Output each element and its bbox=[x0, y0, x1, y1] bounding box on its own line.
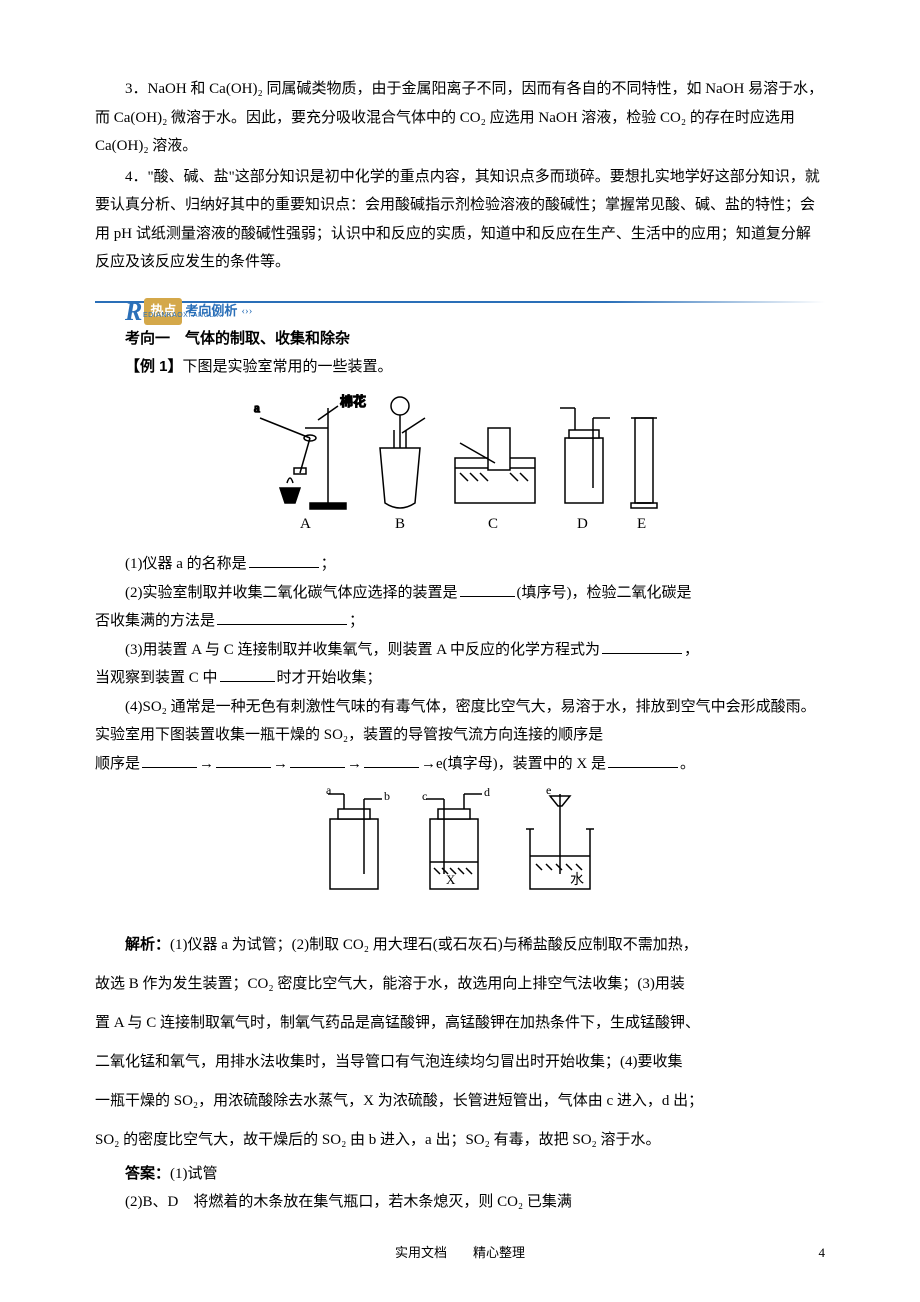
answer-line2: (2)B、D 将燃着的木条放在集气瓶口，若木条熄灭，则 CO₂ 已集满 bbox=[95, 1188, 825, 1217]
banner-pinyin: EDIANKAOXI ANGLIXI bbox=[143, 309, 224, 322]
question-1: (1)仪器 a 的名称是； bbox=[95, 550, 825, 579]
question-2b: 否收集满的方法是； bbox=[95, 607, 825, 636]
svg-text:c: c bbox=[422, 789, 427, 803]
analysis-line4: 二氧化锰和氧气，用排水法收集时，当导管口有气泡连续均匀冒出时开始收集；(4)要收… bbox=[95, 1043, 825, 1082]
analysis-line6: SO₂ 的密度比空气大，故干燥后的 SO₂ 由 b 进入，a 出；SO₂ 有毒，… bbox=[95, 1121, 825, 1160]
apparatus-svg: a 棉花 A bbox=[240, 388, 680, 538]
answer-line1: 答案：(1)试管 bbox=[95, 1160, 825, 1189]
paragraph-3: 3．NaOH 和 Ca(OH)₂ 同属碱类物质，由于金属阳离子不同，因而有各自的… bbox=[95, 75, 825, 161]
banner-dots-icon: ‹›› bbox=[241, 301, 252, 322]
blank-x bbox=[608, 767, 678, 768]
question-2a: (2)实验室制取并收集二氧化碳气体应选择的装置是(填序号)，检验二氧化碳是 bbox=[95, 579, 825, 608]
section-banner: R 热点 考向例析 ‹›› EDIANKAOXI ANGLIXI bbox=[95, 287, 825, 319]
analysis-line1: 解析：(1)仪器 a 为试管；(2)制取 CO₂ 用大理石(或石灰石)与稀盐酸反… bbox=[95, 925, 825, 965]
apparatus-E: E bbox=[631, 418, 657, 532]
svg-text:a: a bbox=[254, 400, 260, 415]
analysis-line2: 故选 B 作为发生装置；CO₂ 密度比空气大，能溶于水，故选用向上排空气法收集；… bbox=[95, 965, 825, 1004]
svg-text:D: D bbox=[577, 516, 588, 532]
example-1-intro: 【例 1】下图是实验室常用的一些装置。 bbox=[95, 353, 825, 382]
svg-text:a: a bbox=[326, 784, 332, 797]
svg-text:E: E bbox=[637, 516, 646, 532]
question-3b: 当观察到装置 C 中时才开始收集； bbox=[95, 664, 825, 693]
apparatus-A: a 棉花 A bbox=[254, 394, 366, 532]
blank-seq3 bbox=[290, 767, 345, 768]
page-number: 4 bbox=[819, 1241, 826, 1266]
svg-text:X: X bbox=[446, 872, 456, 887]
svg-text:水: 水 bbox=[570, 872, 584, 888]
svg-text:C: C bbox=[488, 516, 498, 532]
question-4a: (4)SO₂ 通常是一种无色有刺激性气味的有毒气体，密度比空气大，易溶于水，排放… bbox=[95, 693, 825, 750]
paragraph-4: 4．"酸、碱、盐"这部分知识是初中化学的重点内容，其知识点多而琐碎。要想扎实地学… bbox=[95, 163, 825, 277]
svg-text:棉花: 棉花 bbox=[340, 394, 366, 409]
svg-text:e: e bbox=[546, 784, 551, 797]
figure-1-apparatus: a 棉花 A bbox=[95, 388, 825, 549]
apparatus2-svg: a b c d X bbox=[310, 784, 610, 904]
blank-q1 bbox=[249, 567, 319, 568]
blank-q3b bbox=[220, 681, 275, 682]
blank-q2b bbox=[217, 624, 347, 625]
blank-q2a bbox=[460, 596, 515, 597]
blank-seq2 bbox=[216, 767, 271, 768]
footer-text: 实用文档 精心整理 bbox=[0, 1241, 920, 1266]
svg-text:A: A bbox=[300, 516, 311, 532]
svg-text:B: B bbox=[395, 516, 405, 532]
question-4b: 顺序是→→→→e(填字母)，装置中的 X 是。 bbox=[95, 750, 825, 779]
bottle-ab: a b bbox=[326, 784, 390, 889]
blank-seq1 bbox=[142, 767, 197, 768]
bottle-cd: c d X bbox=[422, 785, 490, 889]
apparatus-C: C bbox=[455, 428, 535, 532]
beaker-e: e 水 bbox=[526, 784, 594, 889]
svg-text:d: d bbox=[484, 785, 490, 799]
banner-letter: R bbox=[125, 287, 142, 336]
blank-seq4 bbox=[364, 767, 419, 768]
question-3a: (3)用装置 A 与 C 连接制取并收集氧气，则装置 A 中反应的化学方程式为， bbox=[95, 636, 825, 665]
figure-2-apparatus: a b c d X bbox=[95, 784, 825, 915]
apparatus-D: D bbox=[560, 408, 610, 532]
apparatus-B: B bbox=[380, 397, 425, 532]
analysis-line5: 一瓶干燥的 SO₂，用浓硫酸除去水蒸气，X 为浓硫酸，长管进短管出，气体由 c … bbox=[95, 1082, 825, 1121]
analysis-line3: 置 A 与 C 连接制取氧气时，制氧气药品是高锰酸钾，高锰酸钾在加热条件下，生成… bbox=[95, 1004, 825, 1043]
svg-text:b: b bbox=[384, 789, 390, 803]
blank-q3a bbox=[602, 653, 682, 654]
